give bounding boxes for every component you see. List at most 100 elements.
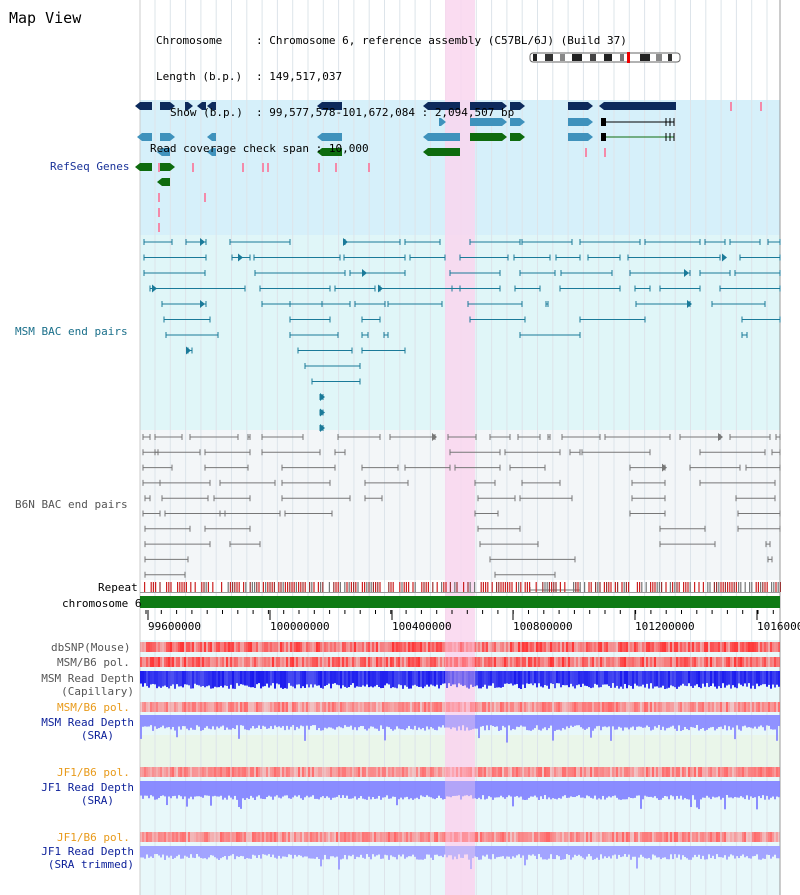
jf1-sra-depth-bar [162, 781, 164, 796]
repeat-element [170, 582, 172, 592]
jf1-b6-pol2-density [720, 832, 722, 842]
repeat-element [573, 582, 575, 592]
msm-capillary-depth-bar [626, 671, 628, 689]
jf1-trimmed-depth-bar [672, 846, 674, 860]
dbsnp-density [752, 642, 754, 652]
jf1-sra-depth-bar [342, 781, 344, 796]
refseq-track-label[interactable]: RefSeq Genes [50, 160, 130, 173]
msm-sra-depth-bar [600, 715, 602, 731]
jf1-b6-pol2-density [708, 832, 710, 842]
msm-b6-pol2-density [634, 702, 636, 712]
jf1-b6-pol2-density [366, 832, 368, 842]
dbsnp-density [592, 642, 594, 652]
msm-b6-pol-density [452, 657, 454, 667]
jf1-b6-pol-density [704, 767, 706, 777]
msm-capillary-depth-bar [718, 671, 720, 687]
jf1-sra-depth-bar [704, 781, 706, 798]
msm-sra-depth-bar [152, 715, 154, 731]
jf1-b6-pol2-density [608, 832, 610, 842]
refseq-marker [158, 223, 160, 232]
msm-sra-depth-bar [442, 715, 444, 726]
msm-b6-pol2-density [642, 702, 644, 712]
jf1-trimmed-depth-bar [546, 846, 548, 860]
jf1-trimmed-depth-bar [190, 846, 192, 855]
msm-sra-depth-bar [238, 715, 240, 739]
msm-bac-track-label[interactable]: MSM BAC end pairs [15, 325, 128, 338]
jf1-sra-depth-bar [648, 781, 650, 797]
repeat-element [555, 582, 557, 592]
jf1-sra-depth-bar [172, 781, 174, 797]
jf1-b6-pol-density [406, 767, 408, 777]
dbsnp-density [186, 642, 188, 652]
jf1-b6-pol2-density [464, 832, 466, 842]
jf1-b6-pol-density [218, 767, 220, 777]
msm-b6-pol2-density [608, 702, 610, 712]
jf1-b6-pol-density [416, 767, 418, 777]
msm-b6-pol2-density [668, 702, 670, 712]
dbsnp-density [554, 642, 556, 652]
jf1-trimmed-depth-bar [186, 846, 188, 857]
msm-capillary-depth-bar [332, 671, 334, 684]
msm-sra-depth-bar [382, 715, 384, 730]
msm-sra-depth-bar [392, 715, 394, 731]
msm-b6-pol2-density [292, 702, 294, 712]
repeat-element [641, 582, 643, 592]
jf1-trimmed-depth-bar [210, 846, 212, 856]
jf1-b6-pol-density [158, 767, 160, 777]
msm-sra-depth-bar [650, 715, 652, 731]
jf1-b6-pol-density [238, 767, 240, 777]
msm-capillary-depth-bar [508, 671, 510, 684]
msm-b6-pol2-density [520, 702, 522, 712]
jf1-b6-pol-density [772, 767, 774, 777]
msm-sra-depth-bar [282, 715, 284, 727]
dbsnp-density [432, 642, 434, 652]
jf1-trimmed-depth-bar [288, 846, 290, 855]
dbsnp-density [736, 642, 738, 652]
msm-sra-depth-bar [330, 715, 332, 728]
msm-sra-depth-bar [368, 715, 370, 729]
msm-b6-pol2-density [742, 702, 744, 712]
msm-sra-depth-bar [702, 715, 704, 728]
dbsnp-density [710, 642, 712, 652]
msm-b6-pol2-density [164, 702, 166, 712]
jf1-sra-depth-bar [412, 781, 414, 800]
msm-b6-pol-density [190, 657, 192, 667]
jf1-b6-pol-density [240, 767, 242, 777]
jf1-trimmed-depth-bar [252, 846, 254, 855]
jf1-b6-pol-density [262, 767, 264, 777]
b6n-bac-track-label[interactable]: B6N BAC end pairs [15, 498, 128, 511]
dbsnp-density [594, 642, 596, 652]
refseq-marker [192, 163, 194, 172]
jf1-b6-pol2-density [674, 832, 676, 842]
msm-capillary-depth-bar [324, 671, 326, 686]
jf1-b6-pol2-density [614, 832, 616, 842]
jf1-b6-pol2-density [752, 832, 754, 842]
msm-sra-depth-bar [226, 715, 228, 728]
jf1-trimmed-depth-bar [312, 846, 314, 859]
jf1-b6-pol-density [400, 767, 402, 777]
msm-sra-depth-bar [710, 715, 712, 728]
msm-b6-pol2-density [424, 702, 426, 712]
msm-b6-pol-density [490, 657, 492, 667]
jf1-sra-depth-bar [276, 781, 278, 796]
msm-b6-pol-density [436, 657, 438, 667]
msm-b6-pol-density [774, 657, 776, 667]
msm-sra-depth-bar [528, 715, 530, 731]
jf1-b6-pol2-density [422, 832, 424, 842]
msm-capillary-depth-bar [738, 671, 740, 684]
jf1-sra-depth-bar [522, 781, 524, 800]
msm-b6-pol2-density [218, 702, 220, 712]
msm-sra-depth-bar [338, 715, 340, 727]
jf1-trimmed-depth-bar [194, 846, 196, 859]
jf1-sra-depth-bar [454, 781, 456, 796]
msm-b6-pol2-density [722, 702, 724, 712]
dbsnp-density [670, 642, 672, 652]
msm-b6-pol-density [174, 657, 176, 667]
msm-b6-pol-density [194, 657, 196, 667]
jf1-trimmed-depth-bar [456, 846, 458, 860]
msm-b6-pol2-density [744, 702, 746, 712]
msm-b6-pol2-density [610, 702, 612, 712]
msm-sra-depth-bar [452, 715, 454, 728]
jf1-b6-pol2-density [700, 832, 702, 842]
